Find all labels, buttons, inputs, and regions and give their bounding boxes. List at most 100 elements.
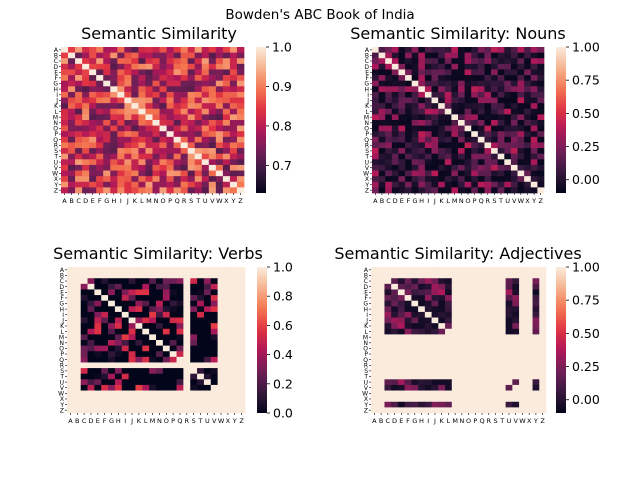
panel-4-cell-X-R xyxy=(485,396,493,403)
panel-3-cell-K-A xyxy=(67,323,75,330)
panel-2-cell-A-I xyxy=(424,47,432,53)
panel-2-cell-P-M xyxy=(451,131,459,138)
panel-4-cell-S-X xyxy=(525,368,533,375)
panel-4-cell-L-P xyxy=(471,328,480,335)
panel-1-cell-I-N xyxy=(152,91,160,98)
panel-2-cell-Y-P xyxy=(471,181,479,188)
panel-4-cell-D-L xyxy=(445,283,453,290)
panel-4-cell-D-N xyxy=(458,283,466,290)
panel-3-cell-H-J xyxy=(128,306,136,313)
panel-3-cell-Y-P xyxy=(169,401,177,408)
panel-2-cell-B-E xyxy=(398,52,406,59)
panel-4-cell-C-D xyxy=(391,278,399,285)
panel-1-cell-B-Z xyxy=(236,52,245,59)
panel-2-cell-G-M xyxy=(451,80,459,87)
panel-3-cell-D-P xyxy=(169,283,177,290)
panel-2-xtick-label: L xyxy=(446,197,450,205)
panel-1-cell-J-G xyxy=(103,97,111,104)
panel-4-cell-J-I xyxy=(424,317,432,324)
panel-1-cell-T-K xyxy=(131,153,139,160)
panel-4-cell-E-Q xyxy=(478,289,486,296)
panel-1-cell-Y-G xyxy=(103,181,111,188)
panel-1-xtick-label: N xyxy=(154,197,159,205)
panel-1-cell-J-K xyxy=(131,97,139,104)
panel-2-cell-J-G xyxy=(411,97,419,104)
panel-1-cell-S-N xyxy=(152,148,160,155)
panel-3-cell-Y-O xyxy=(162,401,171,408)
panel-4-cell-U-G xyxy=(411,379,419,386)
panel-3-cell-V-E xyxy=(94,384,102,391)
panel-4-cell-C-B xyxy=(377,278,385,285)
panel-3-cell-E-P xyxy=(169,289,177,296)
panel-4-cell-C-G xyxy=(411,278,419,285)
panel-3-cell-R-H xyxy=(114,362,123,369)
panel-1-cell-G-X xyxy=(222,80,231,87)
panel-3-ytick-label: K xyxy=(60,323,65,330)
panel-2-cell-E-Z xyxy=(537,69,545,76)
panel-1-cell-G-C xyxy=(75,80,83,87)
panel-4-cell-L-O xyxy=(465,328,473,335)
panel-2-cell-C-M xyxy=(451,58,459,65)
panel-1-cell-I-F xyxy=(96,91,104,98)
panel-3-cell-E-J xyxy=(128,289,136,296)
panel-4-colorbar-label: 0.25 xyxy=(572,359,600,374)
panel-4-cell-A-Y xyxy=(532,267,540,273)
panel-1-cell-J-E xyxy=(89,97,97,104)
panel-3-cell-O-F xyxy=(101,345,109,352)
panel-2-cell-E-F xyxy=(405,69,413,76)
panel-1-cell-B-R xyxy=(180,52,189,59)
panel-4-cell-E-Y xyxy=(532,289,540,296)
panel-4-cell-X-I xyxy=(424,396,432,403)
panel-1-cell-N-D xyxy=(82,120,90,126)
panel-3-cell-R-R xyxy=(183,362,191,369)
panel-4-cell-Z-X xyxy=(525,407,533,414)
panel-3-xtick-label: F xyxy=(103,417,107,425)
panel-4-cell-B-K xyxy=(438,272,446,279)
panel-2-cell-S-H xyxy=(418,148,426,155)
panel-1-cell-N-Q xyxy=(173,120,182,126)
panel-4-cell-A-G xyxy=(411,267,419,273)
panel-4-cell-N-L xyxy=(445,340,453,346)
panel-1-cell-L-H xyxy=(110,108,118,115)
panel-1-cell-Z-G xyxy=(103,187,111,194)
panel-2-cell-L-U xyxy=(504,108,512,115)
panel-3-cell-X-E xyxy=(94,396,102,403)
panel-4-cell-U-Z xyxy=(539,379,547,386)
panel-4-cell-G-K xyxy=(438,300,446,307)
panel-2-cell-L-D xyxy=(391,108,399,115)
panel-4-cell-A-A xyxy=(371,267,379,273)
panel-2-cell-X-N xyxy=(458,176,465,183)
panel-4-cell-G-E xyxy=(397,300,405,307)
panel-1-cell-I-Z xyxy=(236,91,245,98)
panel-4-cell-O-N xyxy=(458,345,466,352)
panel-1-cell-O-G xyxy=(103,125,111,132)
panel-3-cell-Y-B xyxy=(73,401,82,408)
panel-4-cell-O-J xyxy=(431,345,439,352)
panel-3-cell-L-I xyxy=(121,328,129,335)
panel-1-cell-X-R xyxy=(180,176,189,183)
panel-2-cell-Q-Y xyxy=(530,136,538,143)
panel-1-cell-X-Y xyxy=(229,176,238,183)
panel-1-cell-V-Y xyxy=(229,164,238,171)
panel-2-cell-F-R xyxy=(484,75,492,82)
panel-1-cell-V-K xyxy=(131,164,139,171)
panel-1-cell-U-A xyxy=(61,159,69,166)
panel-1-cell-R-X xyxy=(222,142,231,149)
panel-4-cell-N-W xyxy=(519,340,527,346)
panel-2-cell-H-K xyxy=(438,86,446,93)
panel-3-cell-D-N xyxy=(156,283,164,290)
panel-2-cell-B-P xyxy=(471,52,479,59)
panel-1-cell-Z-Y xyxy=(229,187,238,194)
panel-1-cell-V-M xyxy=(145,164,153,171)
panel-1-cell-W-I xyxy=(117,170,125,177)
panel-2-cell-V-G xyxy=(411,164,419,171)
panel-3-cell-Q-F xyxy=(101,356,109,363)
panel-2-cell-H-E xyxy=(398,86,406,93)
panel-2-cell-U-C xyxy=(385,159,393,166)
panel-1-cell-C-U xyxy=(201,58,210,65)
panel-2-cell-D-S xyxy=(491,63,499,70)
panel-3-cell-T-H xyxy=(114,373,123,380)
panel-3-cell-R-V xyxy=(210,362,218,369)
panel-4-cell-Y-G xyxy=(411,401,419,408)
panel-3-cell-W-C xyxy=(80,390,88,397)
